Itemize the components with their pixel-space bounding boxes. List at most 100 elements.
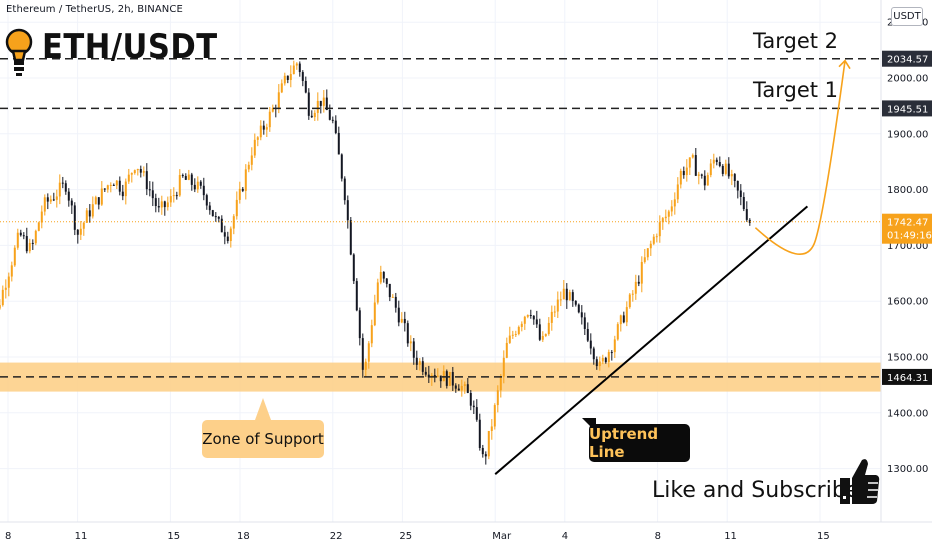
candle-body (631, 293, 634, 295)
candle-body (181, 175, 184, 177)
candle-body (700, 174, 703, 176)
candle-body (205, 195, 208, 206)
candle-body (325, 97, 328, 110)
candle-body (658, 222, 661, 237)
candle-body (637, 281, 640, 284)
price-tick-label: 1700.00 (887, 241, 928, 252)
candle-body (529, 315, 532, 317)
candle-body (121, 191, 124, 197)
candle-body (460, 385, 463, 391)
candle-body (421, 361, 424, 372)
candle-body (718, 161, 721, 166)
candle-body (649, 243, 652, 249)
candle-body (76, 229, 79, 235)
candle-body (229, 228, 232, 242)
currency-tag[interactable]: USDT (891, 7, 923, 26)
support-pointer (255, 398, 271, 420)
candle-body (340, 154, 343, 179)
candle-body (82, 222, 85, 229)
candle-body (73, 205, 76, 230)
price-axis[interactable]: 2100.002000.001900.001800.001700.001600.… (880, 0, 932, 522)
candle-body (712, 159, 715, 164)
candle-body (184, 176, 187, 180)
lightbulb-icon (5, 28, 33, 76)
candle-body (289, 74, 292, 80)
candle-body (37, 222, 40, 231)
time-tick-label: 18 (237, 531, 250, 542)
candle-body (13, 247, 16, 266)
candle-body (277, 92, 280, 110)
support-zone-label: Zone of Support (202, 420, 324, 458)
candle-body (85, 210, 88, 223)
candle-body (262, 125, 265, 130)
candle-body (115, 180, 118, 186)
candle-body (445, 371, 448, 386)
target1-value: 1945.51 (887, 104, 928, 115)
candle-body (673, 199, 676, 207)
candle-body (511, 334, 514, 336)
candle-body (130, 173, 133, 175)
candle-body (34, 230, 37, 244)
candle-body (94, 197, 97, 205)
candle-body (382, 272, 385, 279)
candle-body (745, 209, 748, 220)
candle-body (172, 195, 175, 197)
candle-body (196, 181, 199, 190)
price-tick-label: 1300.00 (887, 464, 928, 475)
candle-body (535, 319, 538, 325)
candle-body (601, 357, 604, 362)
candle-body (697, 174, 700, 176)
time-tick-label: 25 (399, 531, 412, 542)
candle-body (271, 108, 274, 112)
candle-body (415, 357, 418, 365)
candle-body (514, 334, 517, 336)
candle-body (400, 318, 403, 323)
candle-body (499, 376, 502, 391)
candle-body (235, 199, 238, 217)
candle-body (439, 375, 442, 382)
candle-body (88, 210, 91, 217)
candle-body (169, 196, 172, 203)
time-axis[interactable]: 8 11 15 18 22 25 Mar 4 8 11 15 (0, 521, 932, 542)
candle-body (106, 185, 109, 190)
candle-body (487, 430, 490, 457)
candle-body (10, 265, 13, 277)
candle-body (346, 200, 349, 221)
candle-body (52, 199, 55, 201)
projection-arrowhead (838, 59, 851, 70)
candle-body (253, 139, 256, 156)
candle-body (163, 201, 166, 208)
candles (0, 60, 751, 465)
candle-body (580, 312, 583, 318)
candle-body (343, 178, 346, 201)
time-tick-label: 11 (75, 531, 88, 542)
candle-body (313, 112, 316, 118)
candle-body (427, 374, 430, 378)
candle-body (370, 325, 373, 344)
countdown-value: 01:49:16 (887, 231, 932, 242)
candle-body (28, 242, 31, 252)
candle-body (571, 292, 574, 301)
candle-body (547, 322, 550, 334)
candle-body (58, 182, 61, 197)
candle-body (520, 323, 523, 327)
candle-body (55, 196, 58, 200)
candle-body (301, 72, 304, 81)
candle-body (562, 288, 565, 300)
candle-body (664, 216, 667, 219)
candle-body (25, 236, 28, 252)
candle-body (100, 188, 103, 205)
candle-body (625, 307, 628, 323)
candle-body (496, 390, 499, 406)
candle-body (484, 454, 487, 457)
candle-body (319, 100, 322, 106)
candle-body (67, 191, 70, 201)
candle-body (280, 83, 283, 93)
candle-body (61, 182, 64, 184)
time-tick-label: 15 (817, 531, 830, 542)
candle-body (292, 65, 295, 75)
uptrend-line (494, 205, 809, 475)
candle-body (550, 311, 553, 323)
candle-body (448, 372, 451, 386)
